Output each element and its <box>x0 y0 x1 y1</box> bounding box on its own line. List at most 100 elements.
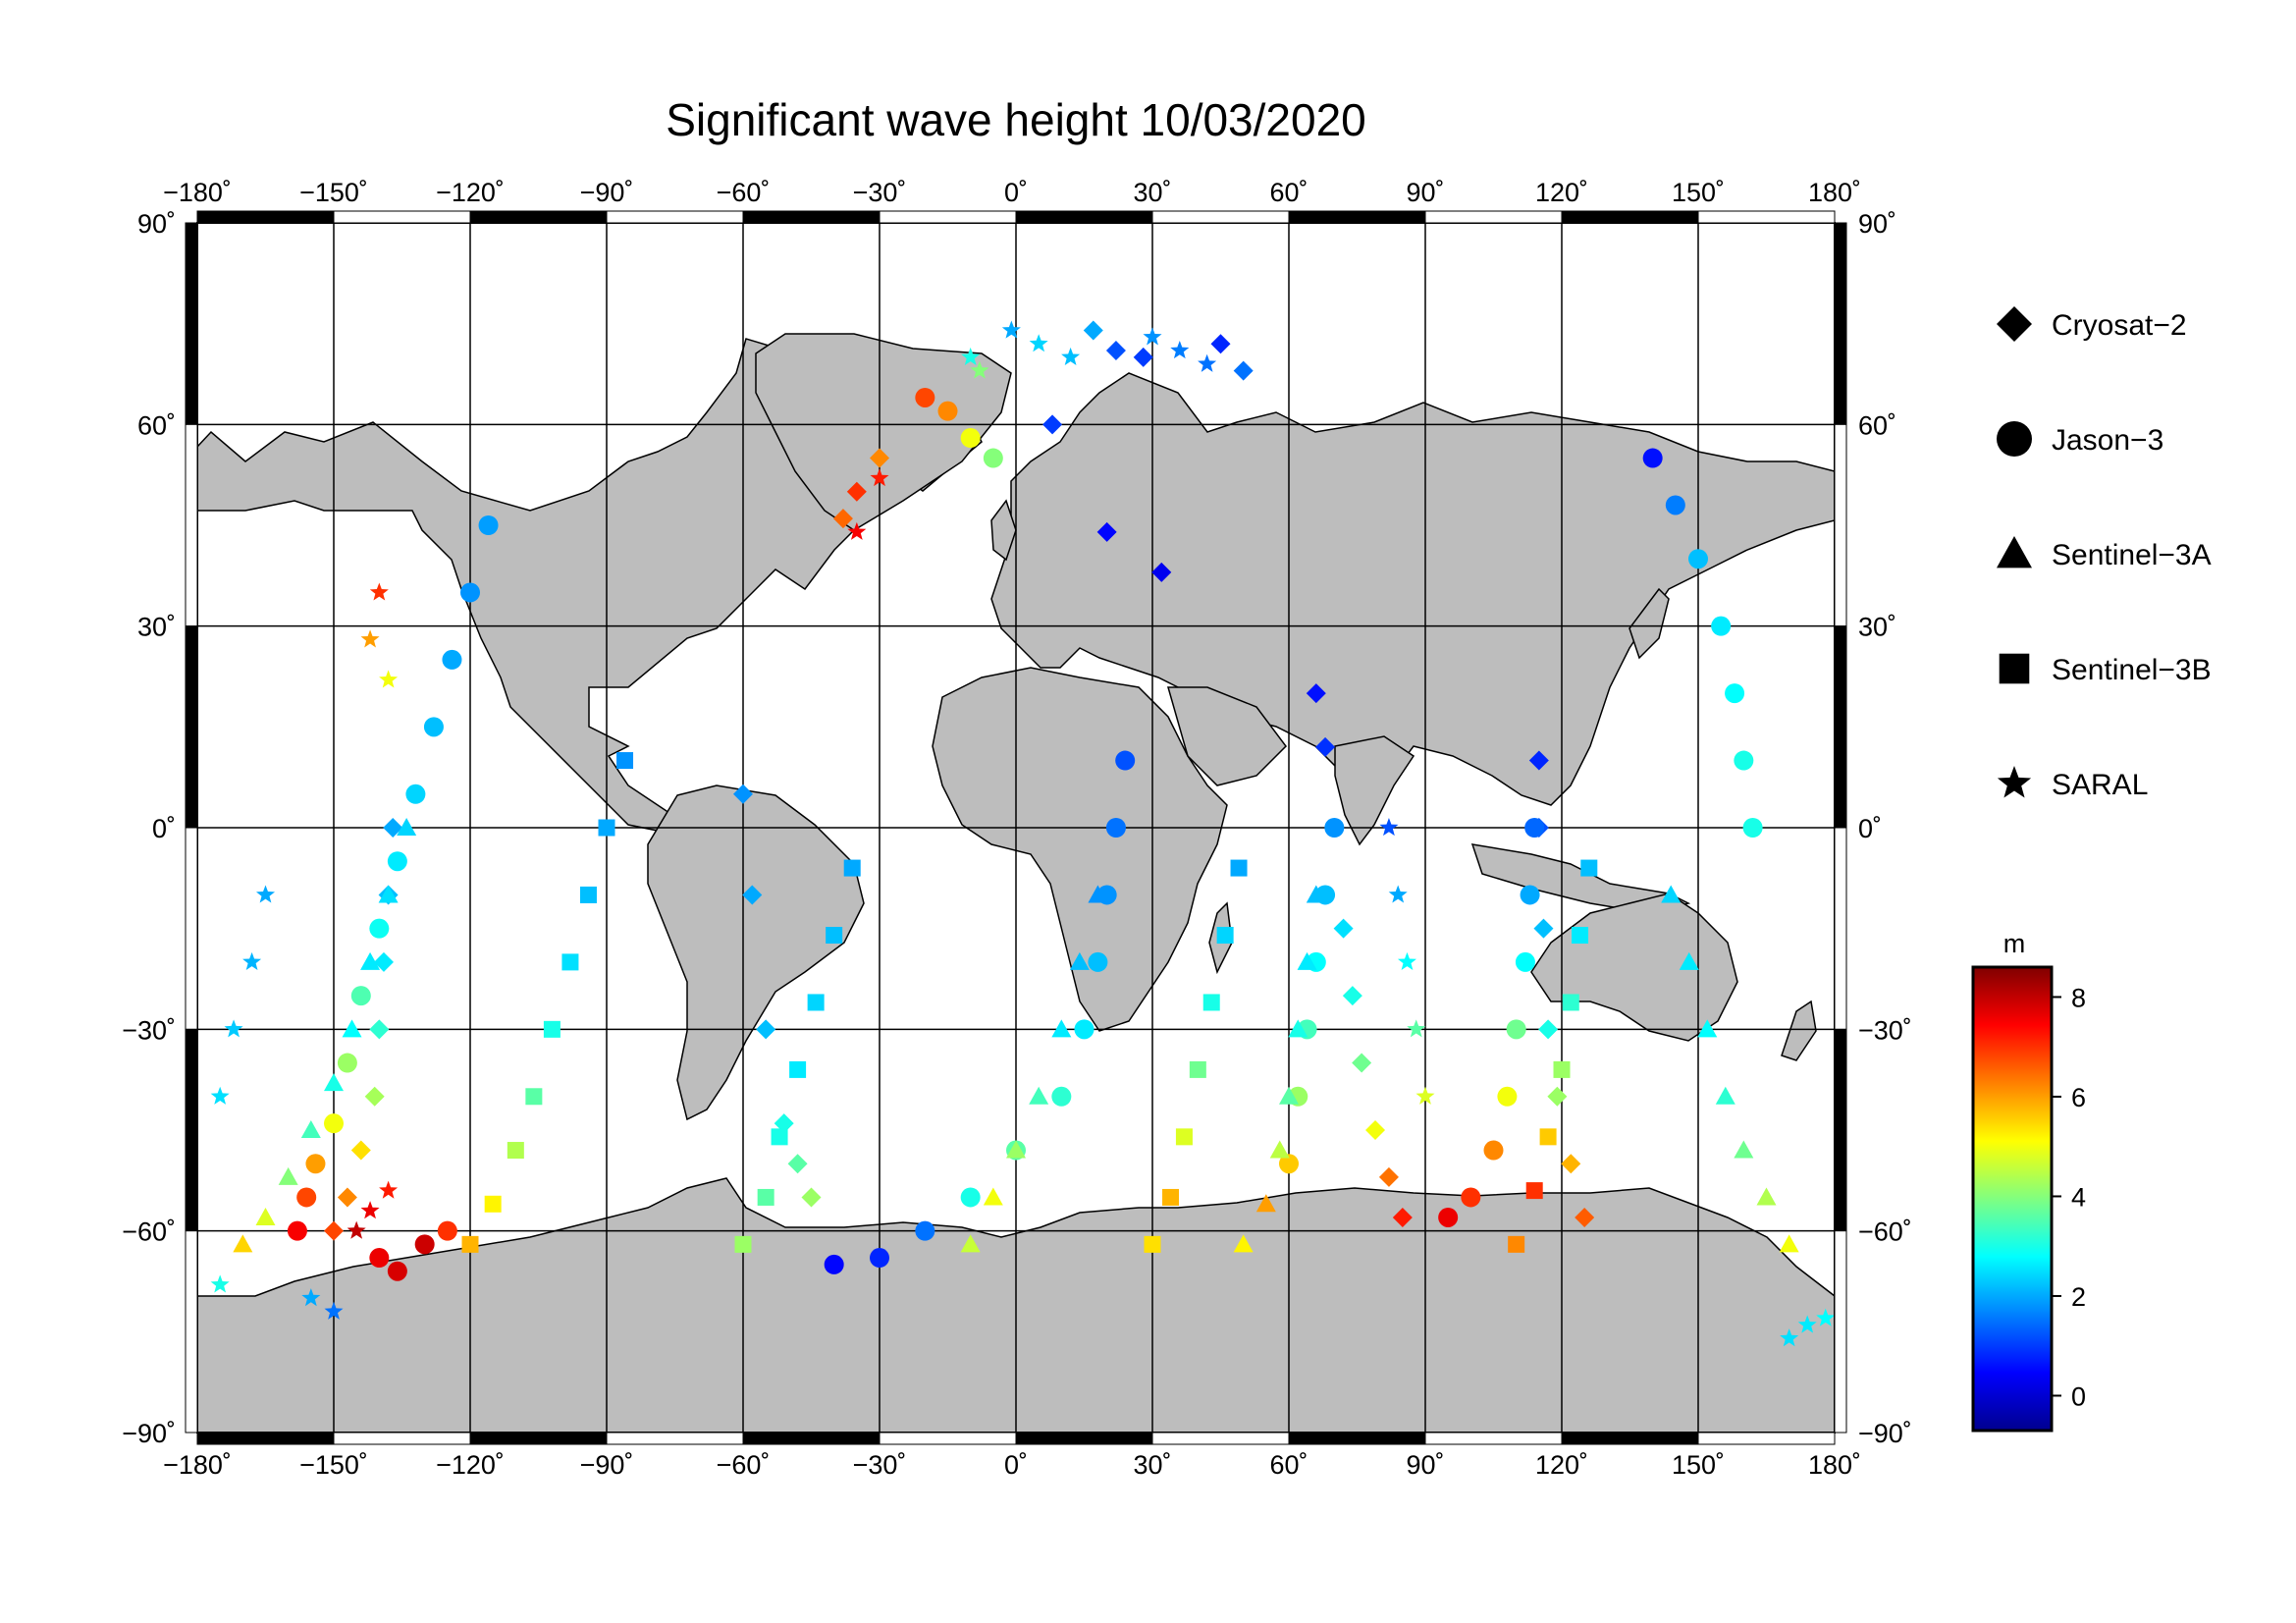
series-star <box>210 320 1835 1347</box>
observation-diamond <box>1561 1154 1581 1174</box>
observation-square <box>734 1235 752 1253</box>
observation-circle <box>350 986 371 1006</box>
north-america-landmass <box>197 338 983 836</box>
observation-star <box>369 582 389 601</box>
legend-label: Cryosat−2 <box>2052 309 2187 342</box>
top-longitude-tick-label: −60˚ <box>717 178 771 207</box>
colorbar-tick-label: 6 <box>2071 1083 2086 1112</box>
observation-diamond <box>337 1187 357 1208</box>
observation-star <box>379 670 399 688</box>
observation-triangle <box>983 1187 1003 1206</box>
observation-circle <box>1483 1140 1504 1161</box>
observation-circle <box>824 1254 844 1274</box>
observation-circle <box>870 1248 889 1269</box>
observation-star <box>360 629 380 648</box>
legend-label: SARAL <box>2052 769 2148 801</box>
observation-circle <box>1438 1207 1459 1227</box>
top-longitude-tick-label: −30˚ <box>853 178 907 207</box>
observation-diamond <box>1547 1086 1568 1107</box>
observation-triangle <box>1069 951 1090 970</box>
bottom-longitude-tick-label: 120˚ <box>1535 1450 1588 1480</box>
observation-square <box>789 1060 807 1078</box>
observation-circle <box>1497 1086 1518 1107</box>
observation-diamond <box>1315 736 1336 757</box>
observation-triangle <box>1088 885 1108 903</box>
bottom-longitude-tick-label: −90˚ <box>580 1450 634 1480</box>
observation-square <box>1202 994 1220 1011</box>
top-longitude-tick-label: 150˚ <box>1672 178 1725 207</box>
observation-triangle <box>1029 1086 1049 1105</box>
top-longitude-tick-label: −90˚ <box>580 178 634 207</box>
colorbar-tick-label: 8 <box>2071 983 2086 1012</box>
left-latitude-tick-label: −60˚ <box>122 1217 176 1247</box>
observation-triangle <box>1279 1086 1299 1105</box>
observation-triangle <box>397 818 417 836</box>
left-latitude-tick-label: −90˚ <box>122 1419 176 1448</box>
right-latitude-tick-label: −90˚ <box>1858 1419 1912 1448</box>
observation-diamond <box>1306 683 1326 704</box>
top-longitude-tick-label: 0˚ <box>1004 178 1028 207</box>
observation-square <box>1572 927 1589 945</box>
observation-star <box>1407 1019 1426 1038</box>
bottom-longitude-tick-label: 60˚ <box>1269 1450 1308 1480</box>
observation-diamond <box>870 448 889 468</box>
observation-star <box>847 521 867 540</box>
left-latitude-tick-label: 90˚ <box>137 209 176 239</box>
frame-bar-bottom <box>1561 1432 1699 1445</box>
observation-diamond <box>733 784 753 804</box>
frame-bar-top <box>1697 210 1836 224</box>
arabia-landmass <box>1167 686 1287 786</box>
observation-triangle <box>1297 951 1317 970</box>
frame-bar-top <box>606 210 744 224</box>
observation-triangle <box>1306 885 1326 903</box>
observation-circle <box>983 448 1003 468</box>
observation-triangle <box>1779 1234 1799 1253</box>
satellite-legend: Cryosat−2 Jason−3 Sentinel−3A Sentinel−3B SA… <box>1997 306 2212 801</box>
observation-diamond <box>1533 918 1554 939</box>
observation-square <box>1230 859 1248 877</box>
observation-diamond <box>1365 1120 1386 1140</box>
observation-circle <box>1279 1154 1299 1174</box>
observation-triangle <box>233 1234 253 1253</box>
observation-triangle <box>1255 1194 1276 1213</box>
observation-diamond <box>756 1019 776 1040</box>
japan-landmass <box>1629 587 1670 660</box>
observation-triangle <box>1715 1086 1735 1105</box>
observation-diamond <box>1096 521 1117 542</box>
observation-star <box>1388 885 1408 903</box>
frame-bar-left <box>185 827 198 1030</box>
observation-diamond <box>787 1154 808 1174</box>
observation-diamond <box>369 1019 390 1040</box>
frame-bar-left <box>185 1230 198 1434</box>
frame-bar-right <box>1834 222 1847 425</box>
frame-bar-bottom <box>469 1432 608 1445</box>
observation-diamond <box>832 509 853 529</box>
observation-circle <box>414 1234 435 1255</box>
right-latitude-tick-label: −30˚ <box>1858 1015 1912 1045</box>
observation-circle <box>1688 549 1708 569</box>
frame-bar-right <box>1834 625 1847 829</box>
observation-star <box>224 1019 243 1038</box>
frame-bar-right <box>1834 1028 1847 1232</box>
top-longitude-tick-label: 120˚ <box>1535 178 1588 207</box>
uk-landmass <box>990 499 1017 562</box>
frame-bar-bottom <box>333 1432 471 1445</box>
frame-bar-left <box>185 222 198 425</box>
observation-triangle <box>360 951 381 970</box>
observation-triangle <box>255 1207 276 1225</box>
left-latitude-tick-label: 30˚ <box>137 613 176 642</box>
observation-triangle <box>324 1073 344 1092</box>
observation-diamond <box>350 1140 371 1161</box>
frame-bar-bottom <box>1015 1432 1153 1445</box>
legend-square-icon <box>1999 653 2030 684</box>
observation-square <box>484 1195 502 1213</box>
observation-square <box>826 927 843 945</box>
observation-square <box>525 1088 543 1106</box>
greenland-landmass <box>755 333 1012 531</box>
legend-label: Sentinel−3A <box>2052 539 2212 571</box>
legend-circle-icon <box>1997 421 2032 457</box>
observation-star <box>255 885 276 903</box>
series-circle <box>287 387 1763 1281</box>
observation-triangle <box>1233 1234 1254 1253</box>
